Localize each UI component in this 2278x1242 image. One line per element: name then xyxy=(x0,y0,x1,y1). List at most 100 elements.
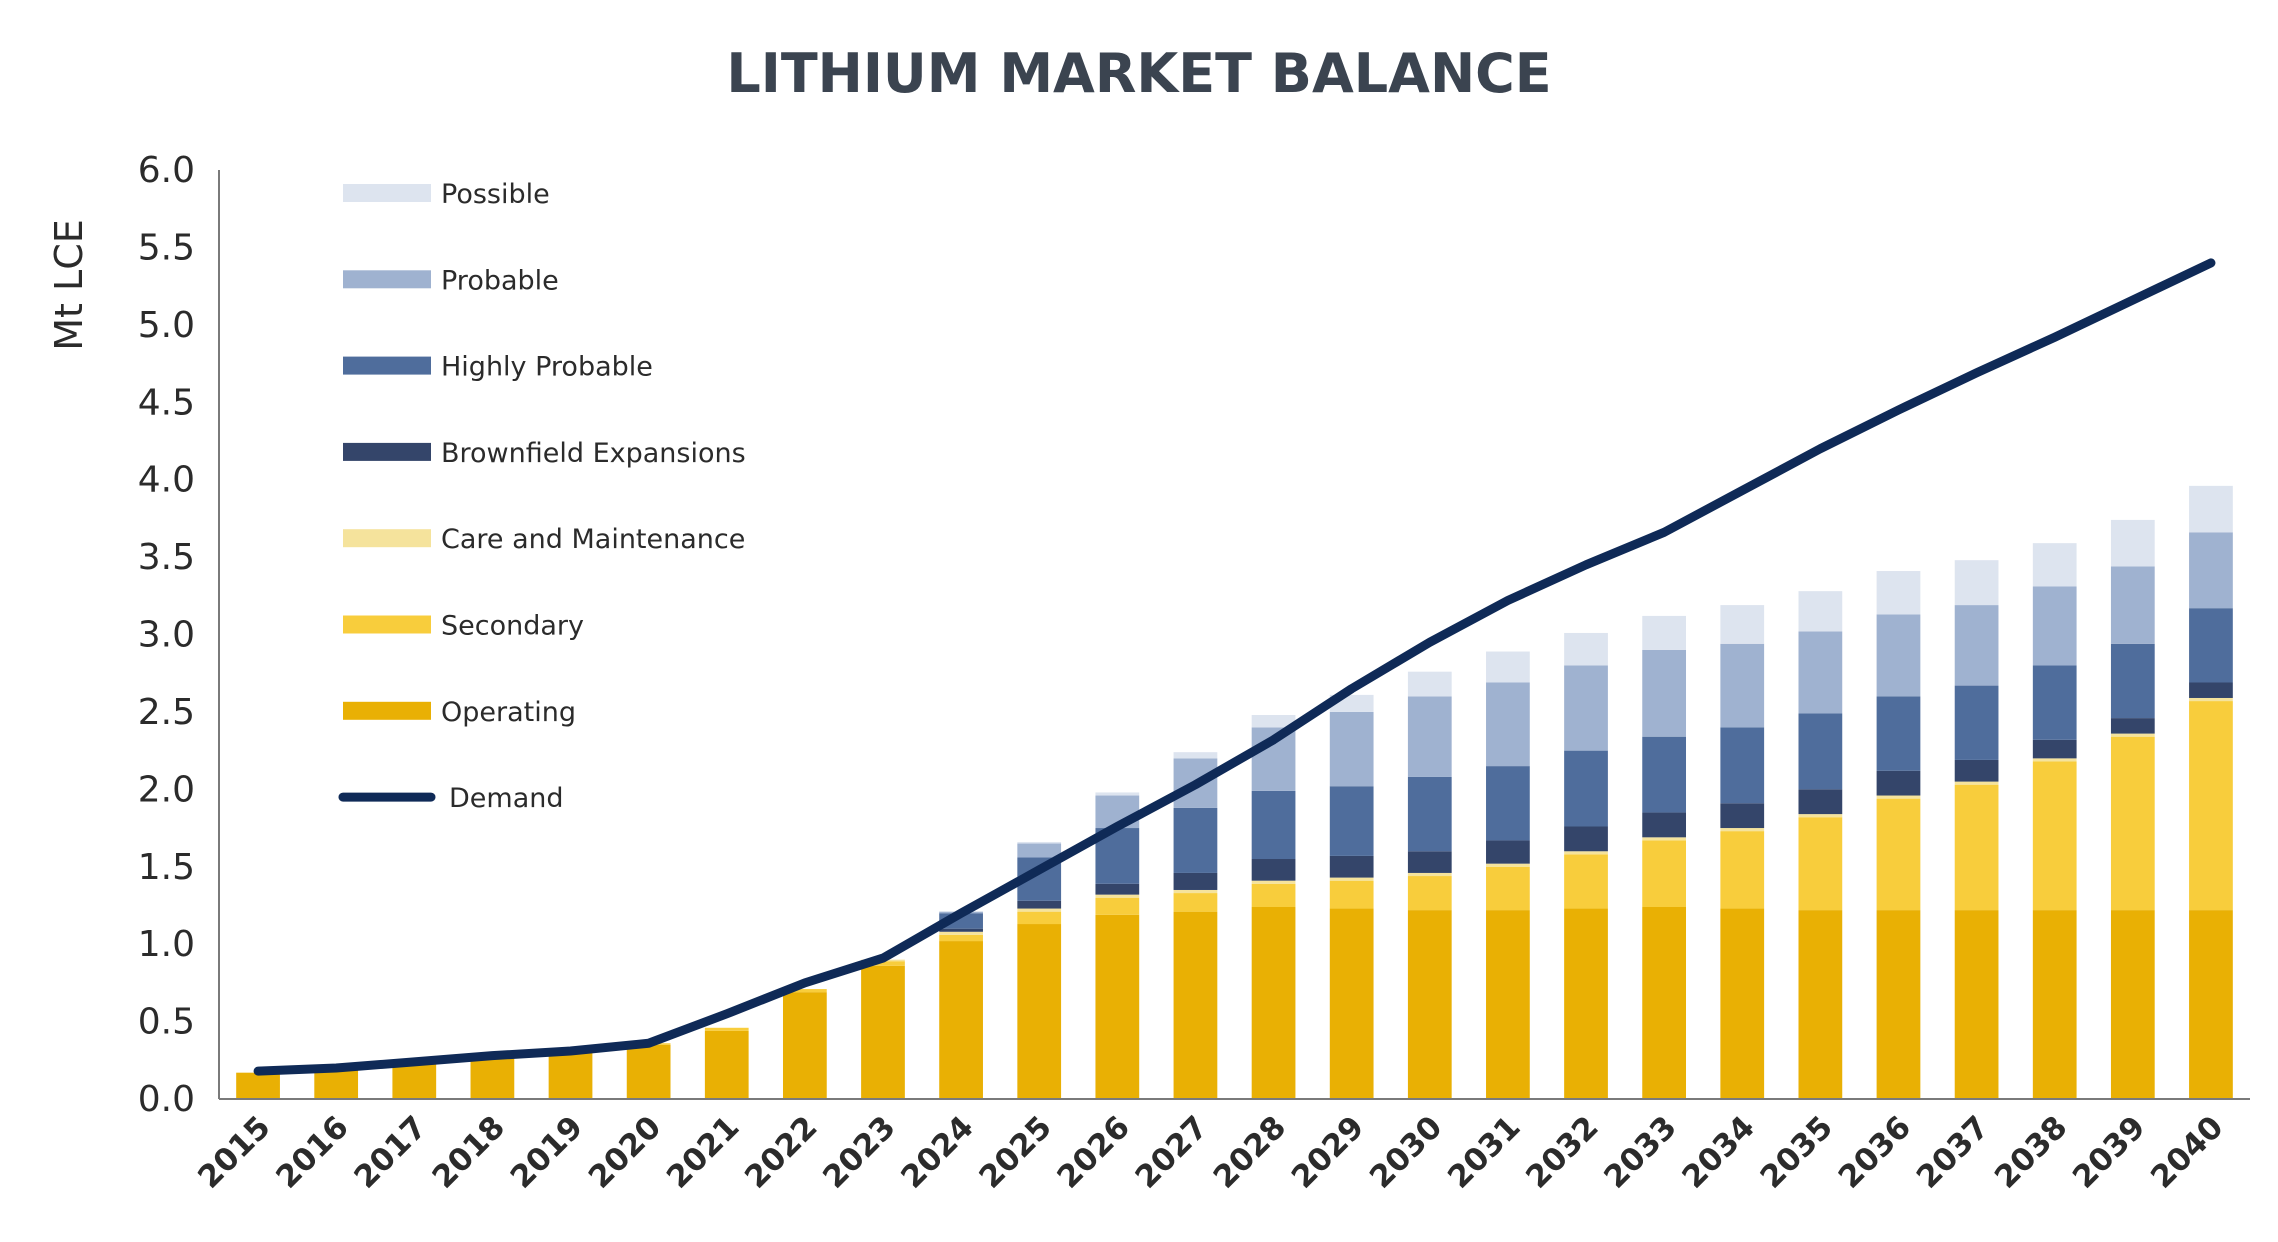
bar-care-and-maintenance-2026 xyxy=(1095,894,1140,898)
bar-operating-2038 xyxy=(2032,910,2077,1099)
bar-secondary-2040 xyxy=(2189,701,2233,911)
bar-secondary-2022 xyxy=(782,989,827,993)
y-tick-label: 5.5 xyxy=(138,227,195,268)
bar-secondary-2025 xyxy=(1017,911,1062,925)
bar-operating-2019 xyxy=(548,1051,593,1099)
bar-probable-2025 xyxy=(1017,843,1062,858)
legend-label-care-and-maintenance: Care and Maintenance xyxy=(441,524,745,555)
bar-secondary-2038 xyxy=(2032,761,2077,911)
x-tick-label: 2037 xyxy=(1910,1109,1996,1195)
bar-operating-2037 xyxy=(1954,910,1999,1099)
legend-label-probable: Probable xyxy=(441,265,559,296)
chart-legend: Possible Probable Highly Probable Brownfiel… xyxy=(338,179,746,814)
bar-operating-2039 xyxy=(2110,910,2155,1099)
legend-swatch-probable xyxy=(343,270,431,289)
bar-care-and-maintenance-2031 xyxy=(1486,863,1530,867)
bar-operating-2028 xyxy=(1251,907,1296,1099)
bar-operating-2023 xyxy=(861,965,905,1099)
bar-operating-2021 xyxy=(704,1030,749,1099)
legend-label-highly-probable: Highly Probable xyxy=(441,352,653,383)
bar-probable-2040 xyxy=(2189,532,2233,609)
bar-care-and-maintenance-2029 xyxy=(1329,877,1374,881)
bar-series xyxy=(236,485,2233,1099)
bar-highly-probable-2033 xyxy=(1642,736,1687,813)
x-tick-label: 2023 xyxy=(816,1109,902,1195)
bar-brownfield-expansions-2035 xyxy=(1798,789,1843,815)
x-tick-label: 2032 xyxy=(1519,1109,1605,1195)
bar-brownfield-expansions-2028 xyxy=(1251,859,1296,881)
bar-care-and-maintenance-2027 xyxy=(1173,889,1218,894)
bar-possible-2033 xyxy=(1642,615,1687,650)
bar-secondary-2035 xyxy=(1798,817,1843,911)
bar-probable-2036 xyxy=(1876,614,1921,697)
y-tick-label: 6.0 xyxy=(138,150,195,191)
bar-secondary-2037 xyxy=(1954,784,1999,911)
legend-swatch-care-and-maintenance xyxy=(343,529,431,548)
bar-possible-2036 xyxy=(1876,571,1921,615)
bar-secondary-2026 xyxy=(1095,897,1140,915)
legend-swatch-secondary xyxy=(343,615,431,634)
bar-highly-probable-2030 xyxy=(1407,776,1452,852)
bar-possible-2038 xyxy=(2032,543,2077,587)
x-tick-label: 2022 xyxy=(738,1109,824,1195)
y-tick-label: 3.5 xyxy=(138,537,195,578)
bar-possible-2030 xyxy=(1407,671,1452,697)
bar-secondary-2030 xyxy=(1407,876,1452,911)
bar-operating-2027 xyxy=(1173,911,1218,1099)
bar-probable-2031 xyxy=(1486,682,1530,767)
bar-highly-probable-2032 xyxy=(1564,750,1608,827)
bar-care-and-maintenance-2038 xyxy=(2032,758,2077,762)
bar-brownfield-expansions-2032 xyxy=(1564,826,1608,852)
y-tick-label: 1.5 xyxy=(138,847,195,888)
bar-secondary-2027 xyxy=(1173,893,1218,912)
bar-probable-2037 xyxy=(1954,605,1999,686)
chart-title: LITHIUM MARKET BALANCE xyxy=(726,42,1551,105)
bar-brownfield-expansions-2033 xyxy=(1642,812,1687,838)
x-tick-label: 2030 xyxy=(1363,1109,1449,1195)
y-tick-label: 2.0 xyxy=(138,769,195,810)
x-tick-label: 2016 xyxy=(269,1109,355,1195)
y-tick-label: 2.5 xyxy=(138,692,195,733)
bar-operating-2036 xyxy=(1876,910,1921,1099)
bar-secondary-2029 xyxy=(1329,880,1374,909)
x-tick-label: 2027 xyxy=(1129,1109,1215,1195)
legend-label-demand: Demand xyxy=(449,783,564,814)
bar-brownfield-expansions-2034 xyxy=(1720,803,1765,829)
bar-brownfield-expansions-2037 xyxy=(1954,759,1999,782)
bar-probable-2038 xyxy=(2032,586,2077,666)
x-tick-label: 2025 xyxy=(972,1109,1058,1195)
bar-highly-probable-2036 xyxy=(1876,696,1921,771)
bar-possible-2034 xyxy=(1720,605,1765,644)
bar-care-and-maintenance-2039 xyxy=(2110,733,2155,737)
bar-operating-2032 xyxy=(1564,908,1608,1099)
bar-operating-2018 xyxy=(470,1057,515,1099)
bar-brownfield-expansions-2036 xyxy=(1876,770,1921,796)
legend-label-possible: Possible xyxy=(441,179,550,210)
bar-secondary-2032 xyxy=(1564,854,1608,909)
bar-highly-probable-2034 xyxy=(1720,727,1765,804)
bar-probable-2033 xyxy=(1642,649,1687,737)
legend-label-brownfield-expansions: Brownfield Expansions xyxy=(441,438,746,469)
bar-highly-probable-2037 xyxy=(1954,685,1999,760)
bar-probable-2032 xyxy=(1564,665,1608,751)
bar-possible-2039 xyxy=(2110,519,2155,567)
bar-operating-2015 xyxy=(236,1072,280,1099)
bar-care-and-maintenance-2037 xyxy=(1954,781,1999,785)
bar-brownfield-expansions-2038 xyxy=(2032,739,2077,759)
bar-brownfield-expansions-2040 xyxy=(2189,682,2233,698)
bar-operating-2029 xyxy=(1329,908,1374,1099)
y-tick-label: 1.0 xyxy=(138,924,195,965)
x-tick-label: 2024 xyxy=(894,1109,980,1195)
legend-swatch-brownfield-expansions xyxy=(343,442,431,461)
bar-secondary-2034 xyxy=(1720,831,1765,909)
bar-brownfield-expansions-2039 xyxy=(2110,718,2155,734)
bar-secondary-2033 xyxy=(1642,840,1687,908)
x-tick-label: 2029 xyxy=(1285,1109,1371,1195)
bar-care-and-maintenance-2033 xyxy=(1642,837,1687,841)
bar-possible-2027 xyxy=(1173,752,1218,759)
bar-care-and-maintenance-2030 xyxy=(1407,872,1452,877)
bar-brownfield-expansions-2025 xyxy=(1017,900,1062,909)
x-tick-label: 2026 xyxy=(1051,1109,1137,1195)
bar-possible-2040 xyxy=(2189,485,2233,533)
